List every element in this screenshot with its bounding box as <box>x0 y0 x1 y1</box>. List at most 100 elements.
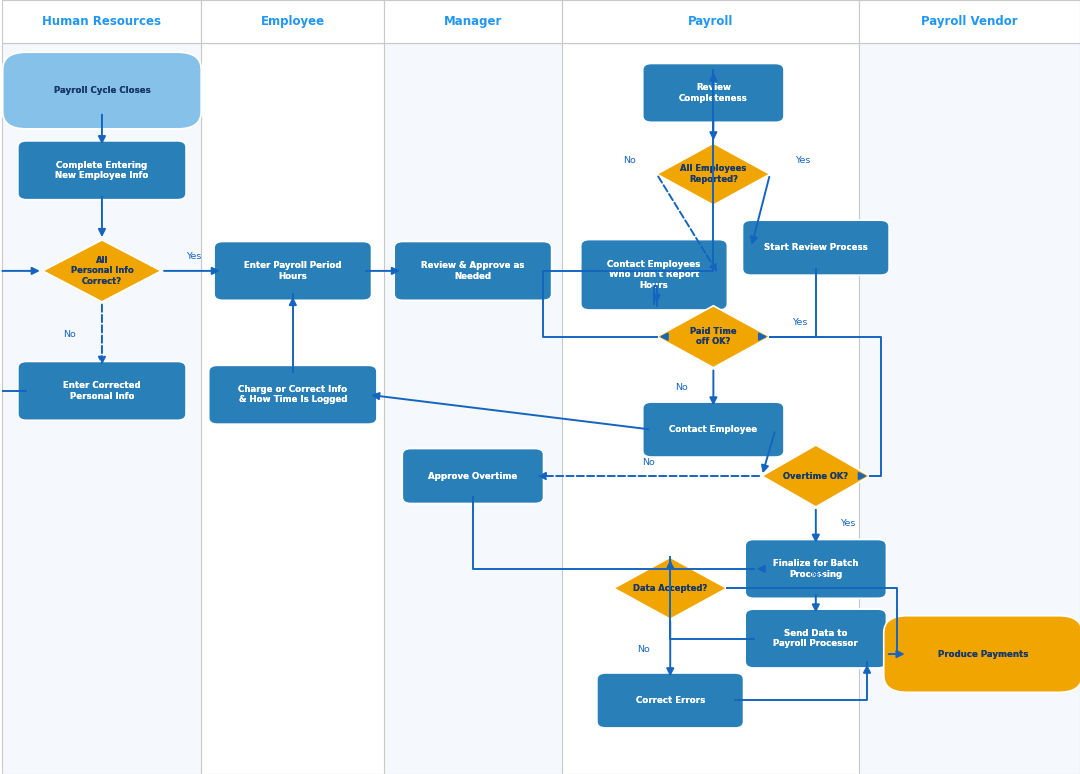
FancyBboxPatch shape <box>745 609 887 668</box>
Bar <box>201 0 384 43</box>
Text: Start Review Process: Start Review Process <box>764 243 867 252</box>
FancyBboxPatch shape <box>643 402 784 457</box>
Text: Payroll: Payroll <box>688 15 733 28</box>
Bar <box>384 0 563 774</box>
FancyBboxPatch shape <box>18 361 186 420</box>
FancyBboxPatch shape <box>3 53 201 128</box>
FancyBboxPatch shape <box>3 53 201 128</box>
Text: No: No <box>64 330 76 339</box>
Text: Review & Approve as
Needed: Review & Approve as Needed <box>421 261 525 281</box>
Bar <box>384 0 563 43</box>
Text: Human Resources: Human Resources <box>42 15 161 28</box>
Text: Review & Approve as
Needed: Review & Approve as Needed <box>421 261 525 281</box>
Text: No: No <box>642 457 654 467</box>
Text: No: No <box>637 645 650 654</box>
Text: Correct Errors: Correct Errors <box>636 696 705 705</box>
Text: Send Data to
Payroll Processor: Send Data to Payroll Processor <box>773 628 859 649</box>
Text: Enter Payroll Period
Hours: Enter Payroll Period Hours <box>244 261 341 281</box>
Text: Review
Completeness: Review Completeness <box>679 83 747 103</box>
Bar <box>563 0 859 43</box>
Text: Data Accepted?: Data Accepted? <box>633 584 707 593</box>
Text: All Employees
Reported?: All Employees Reported? <box>680 164 746 184</box>
Text: Employee: Employee <box>260 15 325 28</box>
Bar <box>563 0 859 774</box>
Text: Yes: Yes <box>840 519 855 529</box>
FancyBboxPatch shape <box>214 241 372 300</box>
Polygon shape <box>42 240 161 302</box>
Text: All
Personal Info
Correct?: All Personal Info Correct? <box>70 256 133 286</box>
Polygon shape <box>761 445 869 507</box>
Text: Yes: Yes <box>186 252 201 262</box>
Text: Charge or Correct Info
& How Time Is Logged: Charge or Correct Info & How Time Is Log… <box>239 385 348 405</box>
Text: Contact Employees
Who Didn't Report
Hours: Contact Employees Who Didn't Report Hour… <box>607 260 701 289</box>
FancyBboxPatch shape <box>208 365 377 424</box>
Text: Human Resources: Human Resources <box>42 15 161 28</box>
Text: Complete Entering
New Employee Info: Complete Entering New Employee Info <box>55 160 149 180</box>
Polygon shape <box>657 306 770 368</box>
FancyBboxPatch shape <box>745 539 887 598</box>
FancyBboxPatch shape <box>745 609 887 668</box>
Text: Payroll Cycle Closes: Payroll Cycle Closes <box>54 86 150 95</box>
Text: Payroll: Payroll <box>688 15 733 28</box>
Text: Review
Completeness: Review Completeness <box>679 83 747 103</box>
Text: Overtime OK?: Overtime OK? <box>783 471 848 481</box>
Text: Data Accepted?: Data Accepted? <box>633 584 707 593</box>
Bar <box>2 0 201 43</box>
Bar <box>2 0 201 43</box>
Polygon shape <box>657 143 770 205</box>
Polygon shape <box>613 557 727 619</box>
Text: Contact Employee: Contact Employee <box>670 425 757 434</box>
Text: Enter Corrected
Personal Info: Enter Corrected Personal Info <box>63 381 140 401</box>
Text: No: No <box>623 156 636 165</box>
Text: Complete Entering
New Employee Info: Complete Entering New Employee Info <box>55 160 149 180</box>
Text: Contact Employee: Contact Employee <box>670 425 757 434</box>
Text: All Employees
Reported?: All Employees Reported? <box>680 164 746 184</box>
FancyBboxPatch shape <box>394 241 552 300</box>
Text: Employee: Employee <box>260 15 325 28</box>
Text: Contact Employees
Who Didn't Report
Hours: Contact Employees Who Didn't Report Hour… <box>607 260 701 289</box>
Text: Start Review Process: Start Review Process <box>764 243 867 252</box>
Text: Overtime OK?: Overtime OK? <box>783 471 848 481</box>
Polygon shape <box>761 445 869 507</box>
FancyBboxPatch shape <box>643 63 784 122</box>
Bar <box>859 0 1080 43</box>
Text: Produce Payments: Produce Payments <box>937 649 1028 659</box>
Polygon shape <box>42 240 161 302</box>
Text: Payroll Vendor: Payroll Vendor <box>921 15 1017 28</box>
Text: Produce Payments: Produce Payments <box>937 649 1028 659</box>
FancyBboxPatch shape <box>402 449 543 504</box>
Text: Paid Time
off OK?: Paid Time off OK? <box>690 327 737 347</box>
Text: Send Data to
Payroll Processor: Send Data to Payroll Processor <box>773 628 859 649</box>
Text: Payroll Vendor: Payroll Vendor <box>921 15 1017 28</box>
Text: Yes: Yes <box>793 318 808 327</box>
Text: Manager: Manager <box>444 15 502 28</box>
FancyBboxPatch shape <box>18 141 186 200</box>
FancyBboxPatch shape <box>208 365 377 424</box>
Bar <box>859 0 1080 774</box>
FancyBboxPatch shape <box>597 673 743 728</box>
FancyBboxPatch shape <box>883 616 1080 692</box>
Text: Approve Overtime: Approve Overtime <box>429 471 517 481</box>
FancyBboxPatch shape <box>742 220 889 275</box>
FancyBboxPatch shape <box>581 240 728 310</box>
Bar <box>563 0 859 43</box>
FancyBboxPatch shape <box>18 141 186 200</box>
Bar <box>859 0 1080 43</box>
FancyBboxPatch shape <box>643 63 784 122</box>
Text: All
Personal Info
Correct?: All Personal Info Correct? <box>70 256 133 286</box>
Text: Enter Payroll Period
Hours: Enter Payroll Period Hours <box>244 261 341 281</box>
FancyBboxPatch shape <box>18 361 186 420</box>
Text: Finalize for Batch
Processing: Finalize for Batch Processing <box>773 559 859 579</box>
Polygon shape <box>657 306 770 368</box>
Text: Correct Errors: Correct Errors <box>636 696 705 705</box>
FancyBboxPatch shape <box>402 449 543 504</box>
Text: Payroll Cycle Closes: Payroll Cycle Closes <box>54 86 150 95</box>
Text: Finalize for Batch
Processing: Finalize for Batch Processing <box>773 559 859 579</box>
FancyBboxPatch shape <box>581 240 728 310</box>
Text: Manager: Manager <box>444 15 502 28</box>
FancyBboxPatch shape <box>745 539 887 598</box>
Text: Yes: Yes <box>810 570 825 579</box>
Text: Yes: Yes <box>795 156 810 165</box>
Bar <box>384 0 563 43</box>
Text: Enter Corrected
Personal Info: Enter Corrected Personal Info <box>63 381 140 401</box>
